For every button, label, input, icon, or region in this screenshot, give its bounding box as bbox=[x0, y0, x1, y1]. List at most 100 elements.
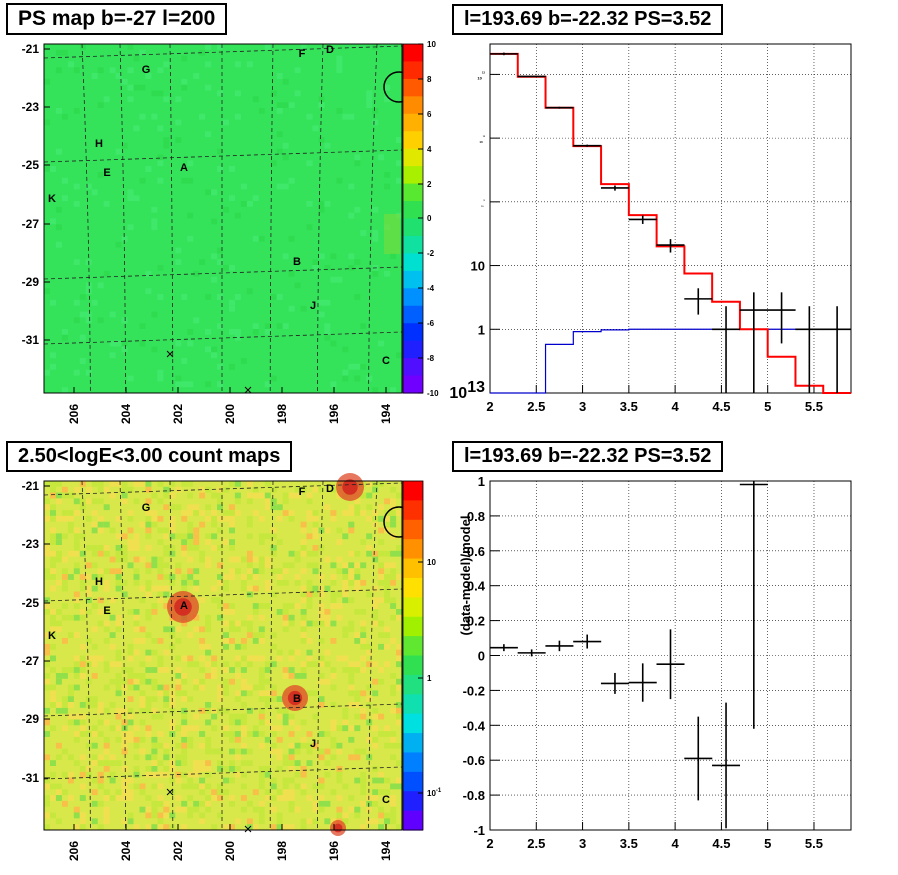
count-map-cell bbox=[169, 789, 176, 796]
count-map-cell bbox=[157, 574, 164, 580]
count-map-cell bbox=[372, 766, 379, 772]
count-map-cell bbox=[44, 498, 50, 505]
count-map-cell bbox=[234, 731, 241, 737]
count-map-cell bbox=[306, 638, 313, 644]
count-map-cell bbox=[366, 533, 373, 540]
count-map-cell bbox=[318, 678, 325, 685]
ps-map-cell bbox=[348, 183, 355, 190]
ps-map-cell bbox=[229, 166, 235, 172]
count-map-cell bbox=[73, 562, 80, 569]
count-source-label: C bbox=[382, 794, 390, 806]
count-map-cell bbox=[300, 667, 307, 673]
ps-map-cell bbox=[157, 177, 164, 184]
count-map-cell bbox=[169, 632, 176, 638]
ps-colorbar-band bbox=[403, 96, 423, 115]
ps-map-cell bbox=[234, 294, 241, 300]
ps-map-cell bbox=[193, 317, 200, 324]
count-map-cell bbox=[91, 498, 98, 505]
count-map-cell bbox=[61, 667, 68, 673]
count-map-cell bbox=[127, 777, 134, 784]
count-map-cell bbox=[318, 620, 325, 627]
count-map-cell bbox=[61, 614, 68, 621]
ps-colorbar-label: 8 bbox=[427, 75, 432, 84]
count-map-cell bbox=[79, 824, 86, 830]
count-map-cell bbox=[229, 481, 235, 487]
count-map-cell bbox=[61, 510, 68, 516]
count-map-cell bbox=[234, 655, 241, 662]
count-map-cell bbox=[294, 760, 301, 766]
ps-colorbar-band bbox=[403, 113, 423, 132]
count-map-cell bbox=[300, 609, 307, 615]
count-map-cell bbox=[139, 748, 146, 755]
count-map-cell bbox=[109, 556, 116, 563]
count-map-cell bbox=[199, 789, 206, 796]
ps-map-cell bbox=[366, 102, 373, 108]
ps-map-cell bbox=[384, 183, 391, 190]
ps-map-cell bbox=[139, 84, 146, 91]
count-map-cell bbox=[288, 766, 295, 772]
count-map-cell bbox=[229, 609, 235, 615]
count-map-cell bbox=[234, 643, 241, 650]
count-map-cell bbox=[44, 754, 50, 761]
count-map-cell bbox=[157, 527, 164, 534]
count-map-cell bbox=[360, 638, 367, 644]
count-map-cell bbox=[306, 731, 313, 737]
ps-map-cell bbox=[294, 90, 301, 97]
count-map-cell bbox=[282, 579, 289, 586]
count-map-cell bbox=[300, 824, 307, 830]
ps-map-cell bbox=[187, 381, 194, 388]
count-grid-parallel bbox=[43, 766, 403, 780]
count-map-cell bbox=[264, 579, 271, 586]
count-map-cell bbox=[145, 609, 152, 615]
count-map-cell bbox=[336, 527, 343, 534]
count-map-cell bbox=[187, 533, 194, 540]
count-map-cell bbox=[360, 748, 367, 755]
count-map-cell bbox=[97, 771, 104, 778]
count-map-cell bbox=[276, 789, 283, 796]
count-map-cell bbox=[133, 498, 140, 505]
residual-x-tick-label: 2 bbox=[486, 836, 493, 851]
count-map-cell bbox=[79, 795, 86, 801]
count-map-cell bbox=[336, 777, 343, 784]
count-map-cell bbox=[354, 562, 361, 569]
count-map-cell bbox=[50, 812, 56, 819]
count-map-cell bbox=[252, 655, 259, 662]
count-map-cell bbox=[115, 690, 122, 697]
ps-map-patch bbox=[384, 214, 400, 254]
residual-y-tick-label: 0 bbox=[478, 649, 485, 664]
count-map-cell bbox=[318, 603, 325, 609]
count-map-cell bbox=[384, 643, 391, 650]
ps-source-label: E bbox=[103, 167, 110, 179]
count-map-cell bbox=[157, 818, 164, 825]
count-map-cell bbox=[169, 812, 176, 819]
count-map-cell bbox=[288, 748, 295, 755]
count-map-cell bbox=[372, 678, 379, 685]
count-map-cell bbox=[390, 597, 397, 604]
count-map-cell bbox=[79, 504, 86, 511]
ps-map-cell bbox=[187, 160, 194, 167]
count-map-cell bbox=[360, 510, 367, 516]
count-map-cell bbox=[396, 550, 402, 557]
count-map-cell bbox=[300, 585, 307, 592]
count-map-cell bbox=[50, 684, 56, 691]
count-map-cell bbox=[246, 707, 253, 714]
count-map-cell bbox=[91, 655, 98, 662]
count-map-cell bbox=[217, 504, 223, 511]
ps-map-cell bbox=[181, 84, 188, 91]
count-map-cell bbox=[103, 568, 110, 575]
count-map-cell bbox=[115, 620, 122, 627]
count-map-cell bbox=[73, 568, 80, 575]
ps-map-cell bbox=[175, 96, 182, 103]
count-map-cell bbox=[97, 609, 104, 615]
ps-source-label: J bbox=[310, 300, 316, 312]
count-map-cell bbox=[258, 638, 265, 644]
ps-map-cell bbox=[234, 90, 241, 97]
count-map-cell bbox=[306, 795, 313, 801]
count-map-cell bbox=[366, 591, 373, 598]
count-map-cell bbox=[217, 760, 223, 766]
count-map-cell bbox=[270, 748, 277, 755]
count-map-cell bbox=[336, 795, 343, 801]
count-map-cell bbox=[145, 795, 152, 801]
count-map-cell bbox=[270, 824, 277, 830]
count-map-cell bbox=[109, 643, 116, 650]
